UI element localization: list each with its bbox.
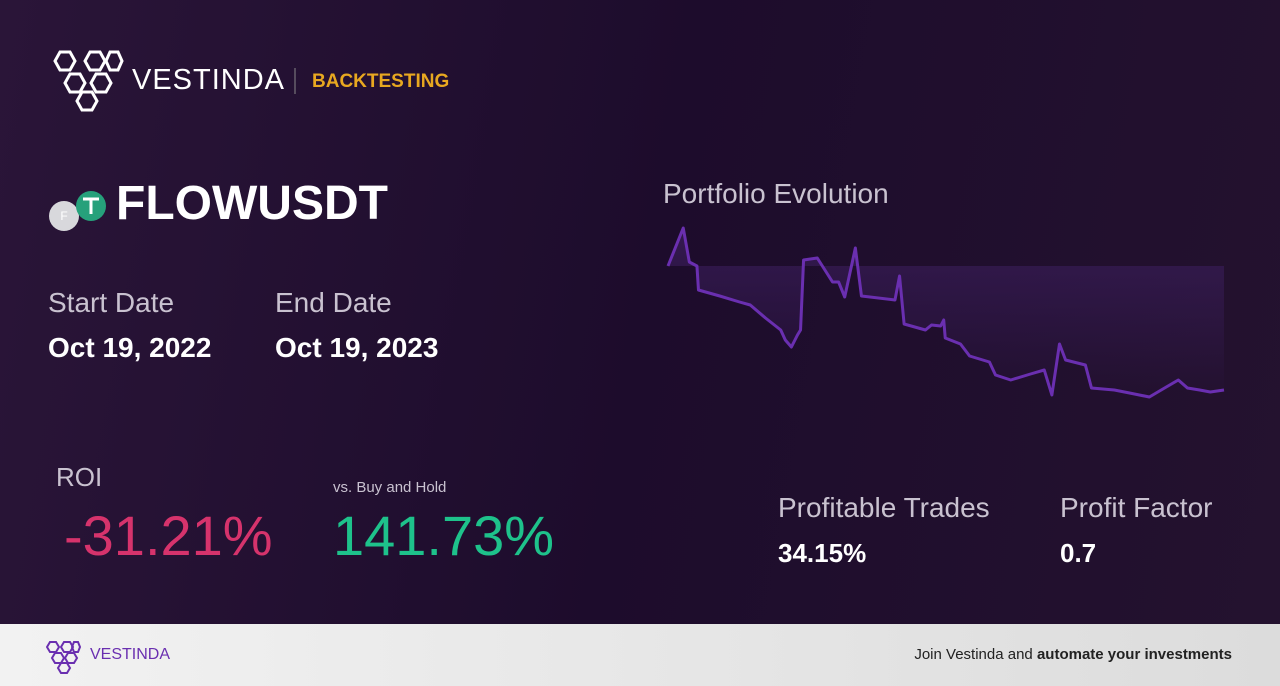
stat-value: 34.15% [778, 538, 867, 568]
asset-icon [49, 201, 79, 231]
cta-bold: automate your investments [1036, 646, 1232, 663]
compare-label: vs. Buy and Hold [333, 479, 447, 496]
asset-icon-letter: F [60, 209, 67, 223]
compare-value: 141.73% [333, 504, 555, 567]
section: BACKTESTING [312, 71, 450, 92]
start-label: Start Date [48, 287, 175, 318]
logo [53, 50, 124, 112]
symbol: FLOWUSDT [116, 177, 388, 230]
footer-brand: VESTINDA [90, 646, 171, 663]
footer: VESTINDA Join Vestinda and automate your… [0, 624, 1280, 686]
roi-label: ROI [56, 462, 103, 492]
cta: Join Vestinda and automate your investme… [914, 647, 1232, 662]
stat-value: 0.7 [1060, 538, 1097, 568]
brand: VESTINDA [132, 64, 286, 96]
end-date: Oct 19, 2023 [275, 332, 439, 363]
footer-logo [46, 641, 82, 674]
end-label: End Date [275, 287, 392, 318]
stat-label: Profit Factor [1060, 492, 1213, 523]
start-date: Oct 19, 2022 [48, 332, 212, 363]
roi-value: -31.21% [64, 504, 273, 567]
area-fill [668, 228, 1224, 397]
tether-glyph [83, 197, 99, 214]
line [666, 226, 1225, 399]
chart: F [49, 50, 1225, 399]
chart-title: Portfolio Evolution [663, 178, 889, 209]
cta-text: Join Vestinda and [914, 646, 1033, 663]
stat-label: Profitable Trades [778, 492, 990, 523]
